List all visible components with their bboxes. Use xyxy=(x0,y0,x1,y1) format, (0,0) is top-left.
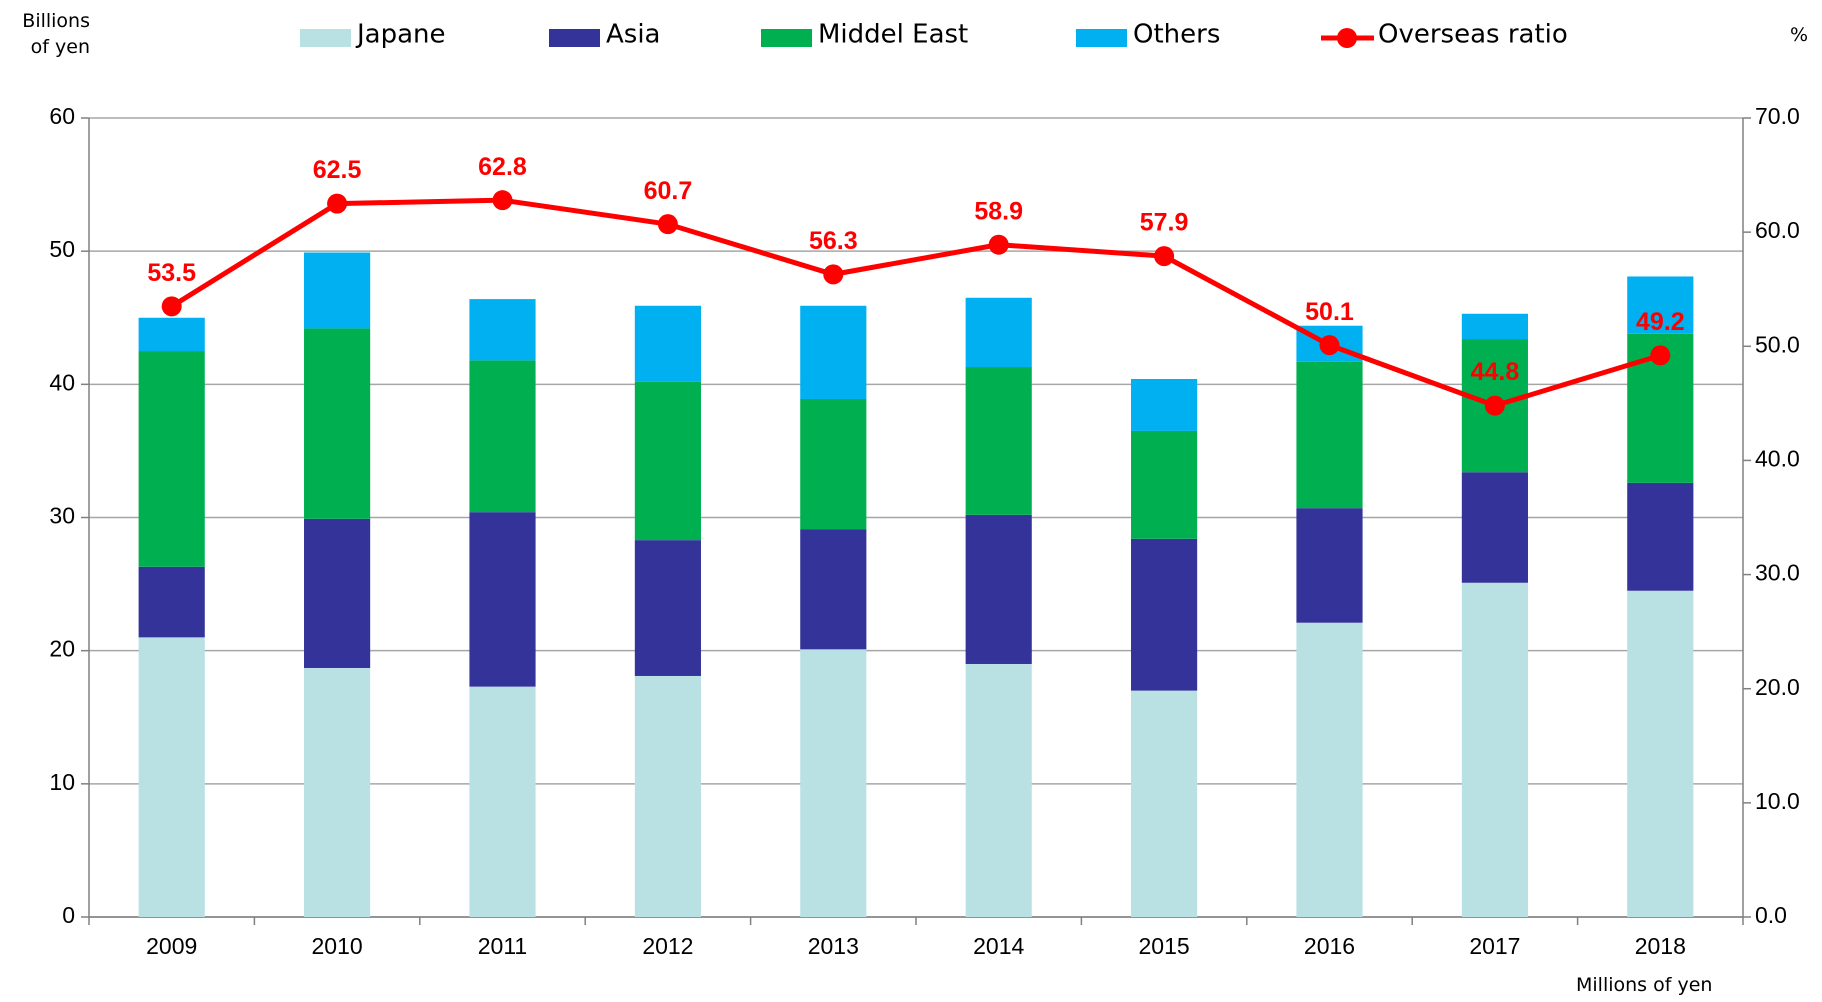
y2-axis-title: % xyxy=(1790,24,1809,46)
bar xyxy=(1296,508,1363,623)
legend-label: Others xyxy=(1133,20,1220,50)
x-tick-label: 2016 xyxy=(1304,933,1355,959)
data-label: 62.8 xyxy=(478,153,527,181)
bar xyxy=(1461,472,1528,583)
bar xyxy=(634,381,701,541)
bar xyxy=(1296,622,1363,917)
marker xyxy=(327,193,348,214)
bar xyxy=(800,398,867,530)
bar xyxy=(304,667,371,917)
bar xyxy=(634,305,701,382)
bar xyxy=(800,649,867,917)
data-label: 58.9 xyxy=(974,197,1023,225)
bar xyxy=(634,540,701,676)
legend-label: Middel East xyxy=(818,20,968,50)
y-tick-label: 50 xyxy=(49,236,75,262)
line xyxy=(170,197,1662,409)
bar xyxy=(138,637,205,917)
y2-tick-label: 70.0 xyxy=(1755,103,1800,129)
x-axis-title: Millions of yen xyxy=(1576,974,1713,996)
x-tick-label: 2011 xyxy=(478,933,527,959)
x-tick-label: 2017 xyxy=(1469,933,1520,959)
data-label: 49.2 xyxy=(1636,308,1685,336)
data-label: 50.1 xyxy=(1305,298,1354,326)
bar xyxy=(138,566,205,638)
y2-tick-label: 0.0 xyxy=(1755,902,1787,928)
x-tick-label: 2010 xyxy=(312,933,363,959)
bar xyxy=(469,299,536,361)
marker xyxy=(1154,246,1175,267)
bar xyxy=(1131,430,1198,539)
marker xyxy=(1650,345,1671,366)
y2-tick-label: 40.0 xyxy=(1755,446,1800,472)
y2-tick-label: 10.0 xyxy=(1755,788,1800,814)
marker xyxy=(988,234,1009,255)
bar xyxy=(1461,313,1528,340)
bar xyxy=(965,367,1032,515)
marker xyxy=(161,296,182,317)
data-label: 53.5 xyxy=(147,259,196,287)
y-tick-label: 20 xyxy=(49,636,75,662)
legend-swatch xyxy=(761,29,812,47)
y-axis-title: Billions of yen xyxy=(22,10,90,58)
x-tick-label: 2009 xyxy=(146,933,197,959)
bar xyxy=(1296,361,1363,509)
bar xyxy=(1131,690,1198,917)
bar xyxy=(138,351,205,567)
legend-label: Asia xyxy=(606,20,661,50)
bar xyxy=(965,663,1032,917)
data-label: 62.5 xyxy=(313,156,362,184)
bar xyxy=(469,512,536,687)
marker xyxy=(1484,395,1505,416)
bar xyxy=(1627,482,1694,591)
bar xyxy=(1627,276,1694,334)
legend-label: Overseas ratio xyxy=(1378,20,1568,50)
y2-tick-label: 30.0 xyxy=(1755,560,1800,586)
marker xyxy=(1319,335,1340,356)
bar xyxy=(469,360,536,513)
bar xyxy=(304,328,371,519)
y-tick-label: 10 xyxy=(49,769,75,795)
x-tick-label: 2018 xyxy=(1635,933,1686,959)
data-label: 56.3 xyxy=(809,227,858,255)
x-tick-label: 2014 xyxy=(973,933,1024,959)
y2-tick-label: 60.0 xyxy=(1755,217,1800,243)
bar xyxy=(304,518,371,668)
bar xyxy=(965,514,1032,664)
y2-tick-label: 20.0 xyxy=(1755,674,1800,700)
x-tick-label: 2012 xyxy=(642,933,693,959)
bar xyxy=(965,297,1032,368)
y-tick-label: 0 xyxy=(62,902,75,928)
y-tick-label: 60 xyxy=(49,103,75,129)
legend-swatch xyxy=(549,29,600,47)
marker xyxy=(492,190,513,211)
bar xyxy=(1627,590,1694,917)
bar xyxy=(1131,538,1198,691)
bar xyxy=(1131,379,1198,431)
bar xyxy=(634,675,701,917)
y2-tick-label: 50.0 xyxy=(1755,331,1800,357)
legend-swatch xyxy=(1076,29,1127,47)
bar xyxy=(800,529,867,650)
data-label: 57.9 xyxy=(1140,209,1189,237)
bar xyxy=(469,686,536,917)
data-label: 60.7 xyxy=(644,177,693,205)
bar xyxy=(800,305,867,399)
y-tick-label: 40 xyxy=(49,369,75,395)
legend-swatch xyxy=(300,29,351,47)
marker xyxy=(657,214,678,235)
bar xyxy=(1461,582,1528,917)
bar xyxy=(304,252,371,329)
x-tick-label: 2013 xyxy=(808,933,859,959)
legend-swatch xyxy=(1337,28,1357,48)
marker xyxy=(823,264,844,285)
x-tick-label: 2015 xyxy=(1139,933,1190,959)
y-tick-label: 30 xyxy=(49,503,75,529)
data-label: 44.8 xyxy=(1471,358,1520,386)
bar xyxy=(138,317,205,352)
legend-label: Japane xyxy=(355,20,446,50)
